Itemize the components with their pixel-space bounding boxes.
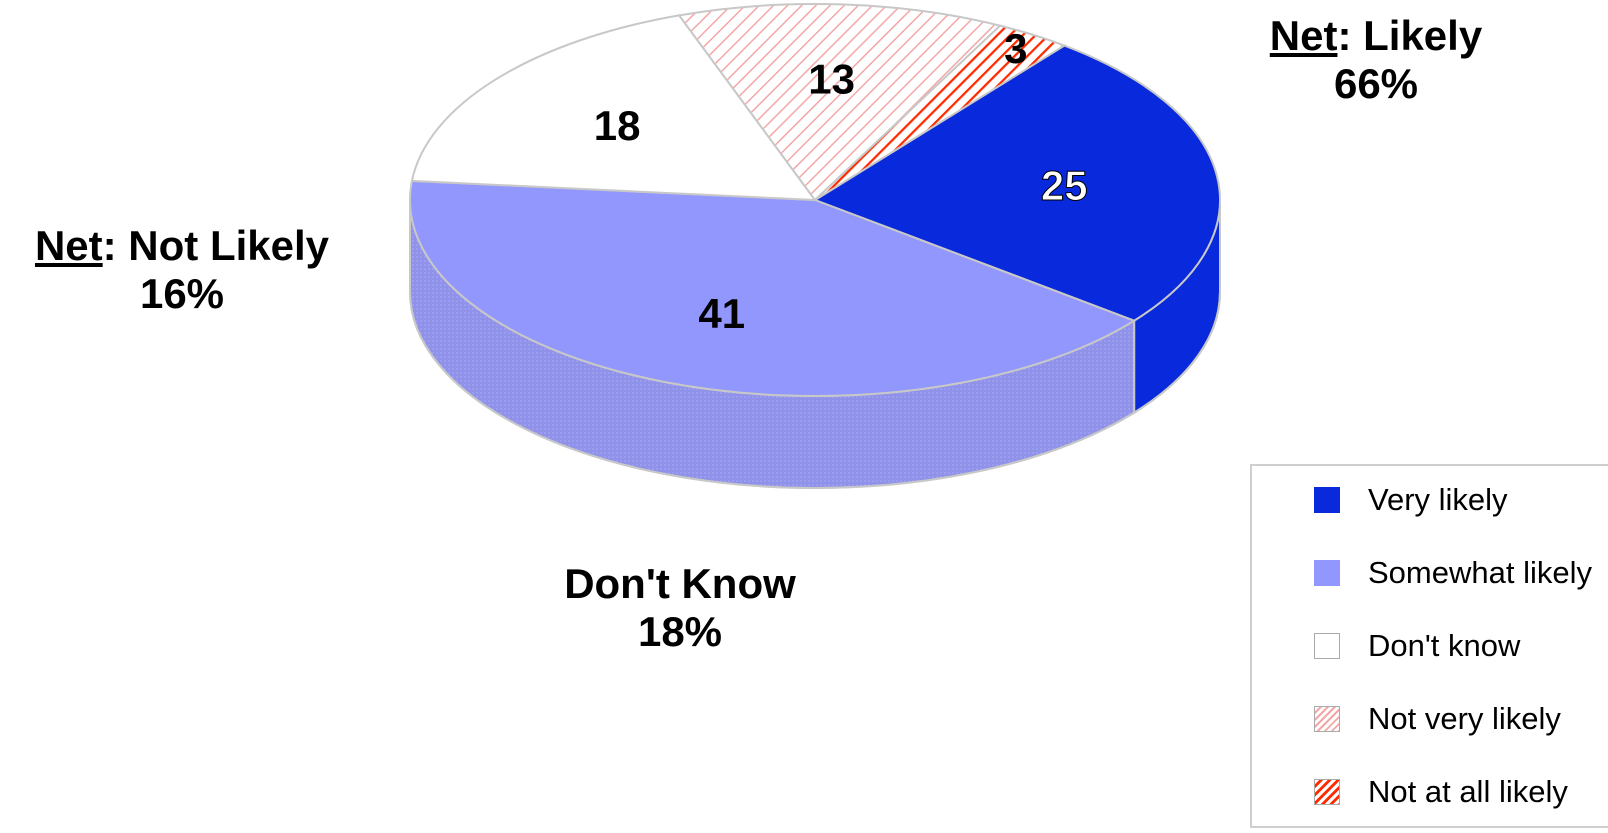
legend-label-not-very-likely: Not very likely xyxy=(1368,701,1561,736)
legend-swatch-very-likely xyxy=(1314,487,1340,513)
net-likely-prefix: Net xyxy=(1269,12,1338,59)
legend-swatch-not-very-likely xyxy=(1314,706,1340,732)
pie-slice-not-at-all-likely xyxy=(814,24,1067,201)
slice-value-somewhat-likely: 41 xyxy=(698,290,745,337)
legend-swatch-somewhat-likely xyxy=(1314,560,1340,586)
legend-item-very-likely: Very likely xyxy=(1314,480,1508,520)
legend-label-very-likely: Very likely xyxy=(1368,482,1508,517)
slice-value-not-very-likely: 13 xyxy=(808,56,855,103)
slice-value-don-t-know: 18 xyxy=(594,102,641,149)
dont-know-group-label: Don't Know 18% xyxy=(530,560,830,656)
pie-slice-don-t-know xyxy=(410,14,818,202)
legend-swatch-not-at-all-likely xyxy=(1314,779,1340,805)
slice-value-not-at-all-likely: 3 xyxy=(1004,25,1027,72)
legend-swatch-don-t-know xyxy=(1314,633,1340,659)
dont-know-group-value: 18% xyxy=(637,608,723,655)
net-likely-text: : Likely xyxy=(1337,12,1483,59)
slice-value-very-likely: 25 xyxy=(1041,162,1088,209)
pie-slice-very-likely xyxy=(812,44,1221,322)
legend-item-not-very-likely: Not very likely xyxy=(1314,699,1561,739)
net-likely-label: Net: Likely 66% xyxy=(1246,12,1506,108)
legend-item-somewhat-likely: Somewhat likely xyxy=(1314,553,1592,593)
pie-slice-somewhat-likely xyxy=(409,179,1137,397)
legend-label-not-at-all-likely: Not at all likely xyxy=(1368,774,1568,809)
net-not-likely-text: : Not Likely xyxy=(102,222,330,269)
legend-label-somewhat-likely: Somewhat likely xyxy=(1368,555,1592,590)
chart-legend: Very likely Somewhat likely Don't know Not … xyxy=(1250,464,1608,828)
legend-label-don-t-know: Don't know xyxy=(1368,628,1521,663)
net-not-likely-prefix: Net xyxy=(34,222,103,269)
pie-rim-outline xyxy=(409,200,1221,489)
legend-item-not-at-all-likely: Not at all likely xyxy=(1314,772,1568,812)
net-not-likely-value: 16% xyxy=(139,270,225,317)
net-likely-value: 66% xyxy=(1333,60,1419,107)
dont-know-group-text: Don't Know xyxy=(564,560,796,607)
pie-slice-not-very-likely xyxy=(677,3,1003,202)
legend-item-don-t-know: Don't know xyxy=(1314,626,1520,666)
net-not-likely-label: Net: Not Likely 16% xyxy=(12,222,352,318)
